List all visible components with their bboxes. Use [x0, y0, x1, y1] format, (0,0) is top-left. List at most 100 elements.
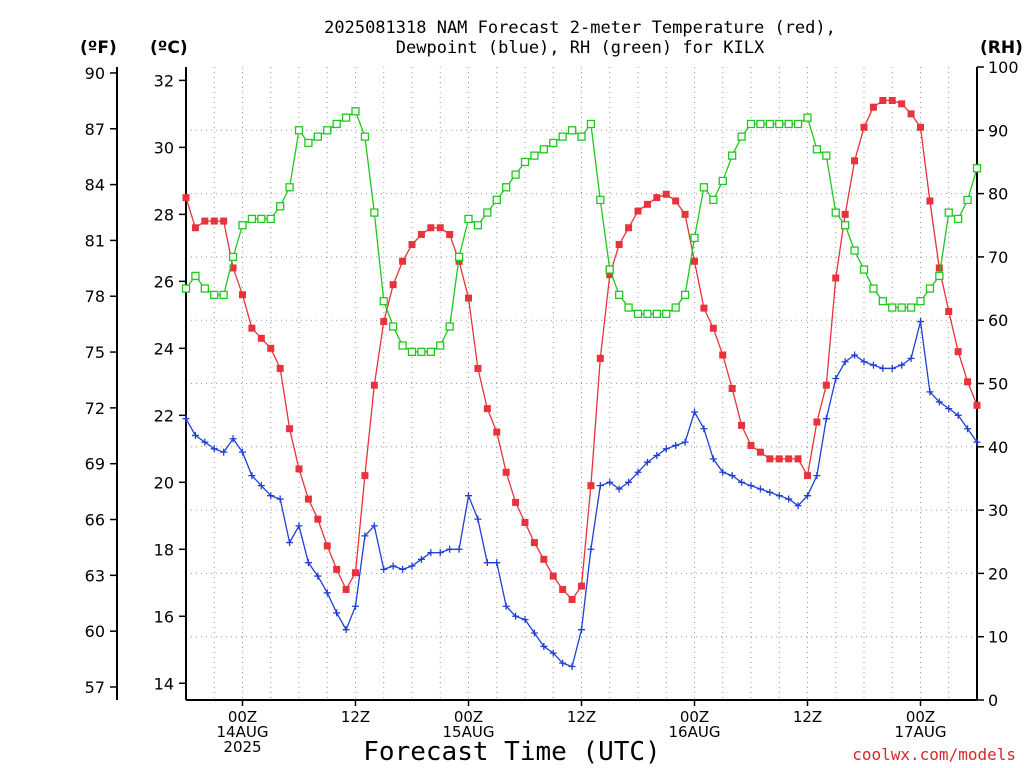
dewpoint-point [512, 612, 520, 620]
temperature-point [493, 428, 501, 436]
fahrenheit-tick-label: 90 [85, 64, 105, 83]
temperature-point [973, 401, 981, 409]
temperature-point [549, 572, 557, 580]
dewpoint-point [898, 361, 906, 369]
rh-point [304, 138, 313, 148]
celsius-tick-label: 18 [154, 540, 174, 559]
dewpoint-point [323, 589, 331, 597]
temperature-point [530, 539, 538, 547]
rh-point [850, 246, 859, 255]
rh-point [266, 214, 275, 224]
rh-point [426, 347, 435, 357]
rh-point [831, 208, 840, 217]
rh-point [219, 290, 228, 300]
x-tick-label: 2025 [223, 738, 261, 756]
dewpoint-point [653, 452, 661, 460]
rh-point [370, 208, 379, 217]
rh-point [888, 303, 897, 312]
dewpoint-point [295, 522, 303, 530]
temperature-point [596, 354, 604, 362]
rh-point [530, 151, 539, 160]
dewpoint-point [935, 398, 943, 406]
rh-point [238, 221, 247, 230]
temperature-point [267, 344, 275, 352]
temperature-point [304, 495, 312, 503]
rh-tick-label: 100 [988, 58, 1019, 77]
temperature-point [323, 542, 331, 550]
x-tick-label: 00Z [228, 708, 257, 726]
rh-tick-label: 40 [988, 438, 1008, 457]
dewpoint-point [879, 364, 887, 372]
temperature-point [446, 230, 454, 238]
temperature-point [832, 274, 840, 282]
dewpoint-point [210, 445, 218, 453]
temperature-point [625, 224, 633, 232]
temperature-point [191, 224, 199, 232]
rh-point [765, 119, 774, 129]
temperature-point [465, 294, 472, 302]
temperature-point [229, 264, 237, 272]
x-tick-label: 12Z [341, 708, 370, 726]
temperature-point [606, 271, 614, 279]
dewpoint-point [973, 438, 981, 446]
rh-tick-label: 80 [988, 185, 1008, 204]
temperature-point [822, 381, 830, 389]
celsius-tick-label: 20 [154, 473, 174, 492]
dewpoint-point [643, 458, 651, 466]
rh-point [567, 126, 577, 135]
temperature-point [709, 324, 717, 332]
chart-title-line-1: 2025081318 NAM Forecast 2-meter Temperat… [324, 18, 836, 38]
dewpoint-point [427, 549, 435, 557]
temperature-series-line [185, 99, 978, 601]
dewpoint-point [483, 559, 491, 567]
rh-point [285, 183, 294, 192]
rh-point [417, 347, 426, 357]
temperature-point [964, 378, 972, 386]
temperature-point [352, 569, 359, 577]
rh-point [680, 290, 690, 300]
temperature-point [898, 100, 906, 108]
x-tick-label: 15AUG [443, 723, 495, 741]
dewpoint-point [389, 562, 397, 570]
dewpoint-point [521, 616, 529, 624]
credit-text: coolwx.com/models [852, 745, 1016, 764]
dewpoint-point [747, 482, 755, 490]
temperature-point [408, 241, 416, 249]
rh-point [728, 151, 737, 160]
rh-point [793, 119, 803, 129]
rh-tick-label: 10 [988, 628, 1008, 647]
rh-point [398, 341, 407, 350]
rh-point [454, 252, 464, 262]
temperature-point [295, 465, 303, 473]
dewpoint-point [201, 438, 209, 446]
rh-point [803, 113, 812, 122]
dewpoint-point [634, 468, 642, 476]
dewpoint-point [267, 492, 275, 500]
temperature-point [568, 596, 576, 604]
dewpoint-point [465, 492, 472, 500]
fahrenheit-tick-label: 60 [85, 622, 105, 641]
temperature-point [879, 96, 887, 104]
rh-point [624, 303, 633, 312]
dewpoint-point [568, 663, 576, 671]
dewpoint-point [756, 485, 764, 493]
temperature-point [775, 455, 783, 463]
dewpoint-point [455, 545, 463, 553]
rh-point [954, 214, 963, 224]
rh-point [671, 303, 680, 312]
dewpoint-point [540, 642, 548, 650]
temperature-point [860, 123, 868, 131]
temperature-point [719, 351, 727, 359]
dewpoint-point [314, 572, 322, 580]
temperature-point [945, 307, 953, 315]
temperature-point [681, 210, 689, 218]
temperature-point [813, 418, 821, 426]
rh-point [332, 119, 341, 129]
temperature-point [578, 582, 585, 590]
rh-point [633, 309, 643, 319]
dewpoint-point [888, 364, 896, 372]
dewpoint-point [342, 626, 350, 634]
dewpoint-point [370, 522, 378, 530]
dewpoint-point [907, 354, 915, 362]
rh-point [963, 195, 972, 205]
